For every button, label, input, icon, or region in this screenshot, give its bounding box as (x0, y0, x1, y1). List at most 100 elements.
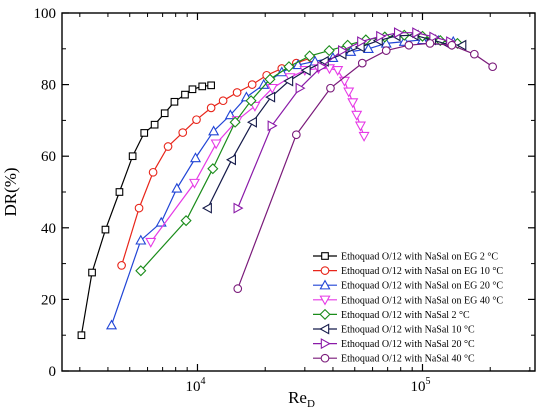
series-8-point (447, 40, 457, 50)
legend-marker-2 (320, 266, 330, 275)
series-2-point (206, 103, 216, 113)
series-4-point (323, 64, 336, 75)
series-4-point (343, 87, 355, 98)
series-1-point (77, 331, 86, 340)
series-7-point (338, 45, 348, 57)
series-6-point (456, 39, 467, 51)
series-5-line (140, 34, 458, 272)
series-5-point (342, 39, 354, 51)
x-tick-label: 105 (410, 376, 430, 395)
series-1 (77, 81, 215, 340)
series-4-point (358, 131, 370, 142)
legend-label-6: Ethoquad O/12 with NaSal 10 °C (341, 325, 475, 336)
legend: Ethoquad O/12 with NaSal on EG 2 °C Ethoq… (313, 252, 503, 365)
series-1-point (115, 188, 124, 196)
series-2-point (218, 96, 228, 106)
series-7-point (267, 120, 278, 132)
series-3-point (171, 182, 183, 193)
series-2-point (117, 261, 126, 270)
legend-marker-7 (320, 338, 331, 350)
series-2-point (178, 128, 188, 137)
y-tick-label: 60 (41, 149, 56, 165)
series-4-point (266, 83, 278, 94)
legend-label-4: Ethoquad O/12 with NaSal on EG 40 °C (341, 295, 503, 306)
series-3-point (189, 152, 202, 163)
series-1-point (140, 129, 149, 137)
series-1-point (181, 90, 189, 99)
legend-marker-1 (321, 252, 329, 260)
series-8-point (425, 39, 435, 48)
series-5-point (264, 73, 276, 85)
series-5-point (245, 95, 257, 107)
series-8-point (357, 58, 367, 68)
x-axis-title: ReD (288, 388, 315, 410)
series-1-point (160, 109, 169, 118)
series-8-line (237, 42, 493, 289)
series-4-point (347, 98, 359, 109)
series-4-point (210, 139, 222, 150)
series-1-point (101, 225, 110, 234)
series-4-point (332, 66, 344, 77)
series-2-point (247, 80, 257, 89)
series-2-point (163, 142, 173, 151)
series-5-point (180, 215, 192, 227)
series-1-point (188, 85, 197, 94)
series-3-point (362, 43, 374, 54)
series-2-point (134, 203, 144, 213)
series-7-point (317, 61, 328, 73)
series-4-point (145, 237, 157, 248)
series-5-point (304, 50, 316, 62)
legend-label-3: Ethoquad O/12 with NaSal on EG 20 °C (341, 281, 503, 292)
legend-marker-6 (319, 323, 330, 335)
series-7-point (233, 202, 244, 214)
series-6-point (265, 91, 276, 103)
series-6 (201, 29, 467, 214)
series-4-point (351, 110, 363, 121)
series-8-point (291, 130, 301, 140)
series-3-point (208, 125, 220, 136)
y-tick-label: 20 (41, 292, 56, 308)
series-7-point (412, 27, 423, 39)
series-4 (145, 64, 370, 248)
series-7-point (393, 27, 404, 39)
series-4-point (338, 76, 350, 87)
series-6-point (283, 75, 294, 87)
y-tick-label: 80 (41, 78, 56, 94)
series-7-point (295, 82, 306, 94)
series-5-point (283, 61, 295, 73)
axes: 0 20 40 60 80 100 104 105 ReD DR(%) (1, 6, 535, 410)
series-3-point (135, 234, 147, 245)
series-8-point (233, 284, 243, 294)
legend-label-8: Ethoquad O/12 with NaSal 40 °C (341, 354, 475, 365)
y-tick-label: 100 (34, 6, 57, 22)
legend-label-1: Ethoquad O/12 with NaSal on EG 2 °C (341, 252, 498, 263)
series-6-point (300, 64, 311, 76)
series-5-point (323, 45, 335, 57)
series-2-point (232, 88, 242, 97)
series-1-point (150, 120, 159, 129)
legend-label-2: Ethoquad O/12 with NaSal on EG 10 °C (341, 266, 503, 277)
y-tick-label: 40 (41, 221, 56, 237)
series-7-point (376, 30, 387, 42)
series-7-point (357, 36, 368, 48)
series-6-point (201, 202, 212, 214)
legend-label-5: Ethoquad O/12 with NaSal 2 °C (341, 310, 470, 321)
series-1-point (88, 268, 96, 277)
y-tick-label: 0 (49, 364, 57, 380)
series-6-point (226, 154, 236, 166)
series-layer (77, 27, 497, 340)
x-tick-label: 104 (185, 376, 205, 395)
series-6-point (246, 116, 257, 128)
series-3-point (105, 319, 118, 330)
series-1-point (128, 152, 137, 161)
series-4-point (354, 121, 366, 132)
series-5-point (229, 116, 241, 128)
y-axis-title: DR(%) (1, 167, 20, 216)
series-8-point (404, 40, 414, 50)
legend-label-7: Ethoquad O/12 with NaSal 20 °C (341, 339, 475, 350)
legend-marker-8 (320, 353, 330, 363)
series-2-point (148, 167, 158, 177)
series-8-point (488, 62, 497, 72)
legend-marker-4 (319, 295, 331, 306)
